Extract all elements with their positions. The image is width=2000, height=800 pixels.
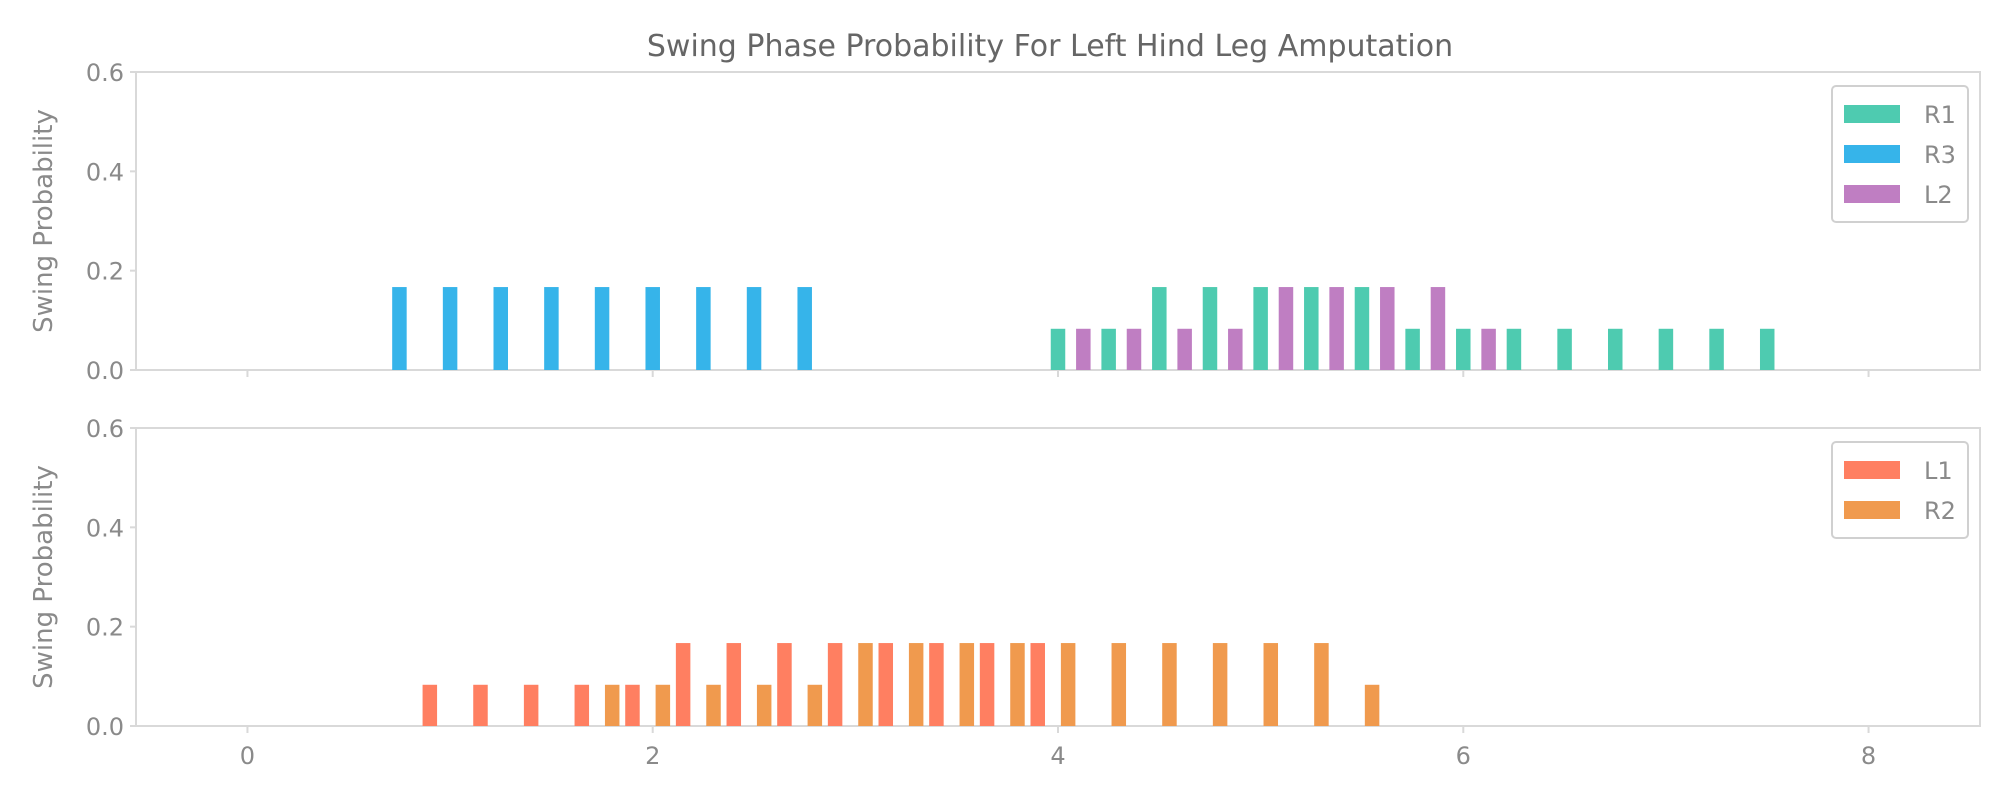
bar-r1	[1354, 287, 1370, 370]
x-tick-label: 2	[645, 742, 660, 770]
bar-r2	[807, 684, 823, 726]
y-tick-label: 0.0	[86, 357, 124, 385]
bar-r2	[1212, 643, 1228, 726]
plot-frame	[135, 71, 1981, 371]
bar-r2	[908, 643, 924, 726]
plot-frame	[135, 427, 1981, 727]
legend-swatch	[1844, 105, 1900, 123]
bar-l2	[1076, 328, 1091, 370]
chart-title: Swing Phase Probability For Left Hind Le…	[647, 29, 1453, 64]
y-tick-label: 0.4	[86, 158, 124, 186]
bar-l2	[1380, 287, 1395, 370]
bar-r2	[706, 684, 721, 726]
bar-l2	[1278, 287, 1294, 370]
legend-label: R3	[1924, 141, 1956, 169]
legend-label: L2	[1924, 181, 1953, 209]
bar-l1	[726, 643, 742, 726]
legend-swatch	[1844, 185, 1900, 203]
x-tick-label: 0	[240, 742, 255, 770]
bar-l1	[1030, 643, 1045, 726]
bar-l2	[1430, 287, 1446, 370]
bar-r3	[746, 287, 762, 370]
x-tick-label: 8	[1861, 742, 1876, 770]
bar-r2	[1314, 643, 1329, 726]
y-axis-label: Swing Probability	[29, 465, 59, 689]
bar-r2	[858, 643, 873, 726]
bar-r2	[1111, 643, 1127, 726]
bar-r2	[1010, 643, 1025, 726]
y-axis-label: Swing Probability	[29, 109, 59, 333]
bar-r1	[1202, 287, 1218, 370]
bar-l1	[473, 684, 488, 726]
bar-r3	[493, 287, 508, 370]
bar-r1	[1101, 328, 1116, 370]
bar-r2	[959, 643, 975, 726]
legend-swatch	[1844, 461, 1900, 479]
y-tick-label: 0.0	[86, 713, 124, 741]
bar-r3	[645, 287, 660, 370]
y-tick-label: 0.6	[86, 415, 124, 443]
bar-r3	[392, 287, 407, 370]
bar-r1	[1152, 287, 1167, 370]
bar-r1	[1405, 328, 1420, 370]
bar-r1	[1456, 328, 1471, 370]
bar-r3	[544, 287, 559, 370]
bar-r1	[1506, 328, 1522, 370]
bar-l1	[675, 643, 691, 726]
bottom-panel: 0.0 0.2 0.4 0.6 0 2 4 6 8 Swing Probability L1 R2	[29, 415, 1981, 770]
bar-l1	[979, 643, 995, 726]
bar-r1	[1608, 328, 1623, 370]
bar-r1	[1557, 328, 1572, 370]
bar-r2	[655, 684, 671, 726]
legend-label: R1	[1924, 101, 1956, 129]
bar-r3	[442, 287, 458, 370]
bar-l1	[878, 643, 894, 726]
bar-r1	[1709, 328, 1724, 370]
y-tick-label: 0.4	[86, 514, 124, 542]
bar-r3	[696, 287, 711, 370]
y-tick-label: 0.2	[86, 614, 124, 642]
bar-r1	[1050, 328, 1066, 370]
bar-l1	[625, 684, 640, 726]
y-tick-label: 0.6	[86, 59, 124, 87]
legend-label: L1	[1924, 457, 1953, 485]
bar-r1	[1759, 328, 1775, 370]
bar-r3	[797, 287, 812, 370]
bar-r1	[1304, 287, 1319, 370]
bar-r2	[1364, 684, 1380, 726]
bar-l1	[574, 684, 590, 726]
top-panel: 0.0 0.2 0.4 0.6 Swing Probability R1 R3 L2	[29, 59, 1981, 385]
bar-l1	[777, 643, 792, 726]
x-tick-label: 6	[1456, 742, 1471, 770]
bar-l2	[1177, 328, 1192, 370]
bar-l2	[1126, 328, 1142, 370]
bar-r2	[1162, 643, 1177, 726]
legend-swatch	[1844, 145, 1900, 163]
bar-r1	[1658, 328, 1674, 370]
bar-r2	[1060, 643, 1076, 726]
legend-label: R2	[1924, 497, 1956, 525]
bar-l2	[1228, 328, 1243, 370]
bar-l1	[422, 684, 438, 726]
bar-l1	[827, 643, 843, 726]
bar-r1	[1253, 287, 1268, 370]
bar-r2	[756, 684, 772, 726]
bar-r3	[594, 287, 610, 370]
bar-r2	[604, 684, 620, 726]
y-tick-label: 0.2	[86, 258, 124, 286]
bar-l2	[1481, 328, 1496, 370]
bar-r2	[1263, 643, 1279, 726]
legend-swatch	[1844, 501, 1900, 519]
bar-l2	[1329, 287, 1344, 370]
x-tick-label: 4	[1050, 742, 1065, 770]
bar-l1	[523, 684, 539, 726]
bar-l1	[929, 643, 944, 726]
